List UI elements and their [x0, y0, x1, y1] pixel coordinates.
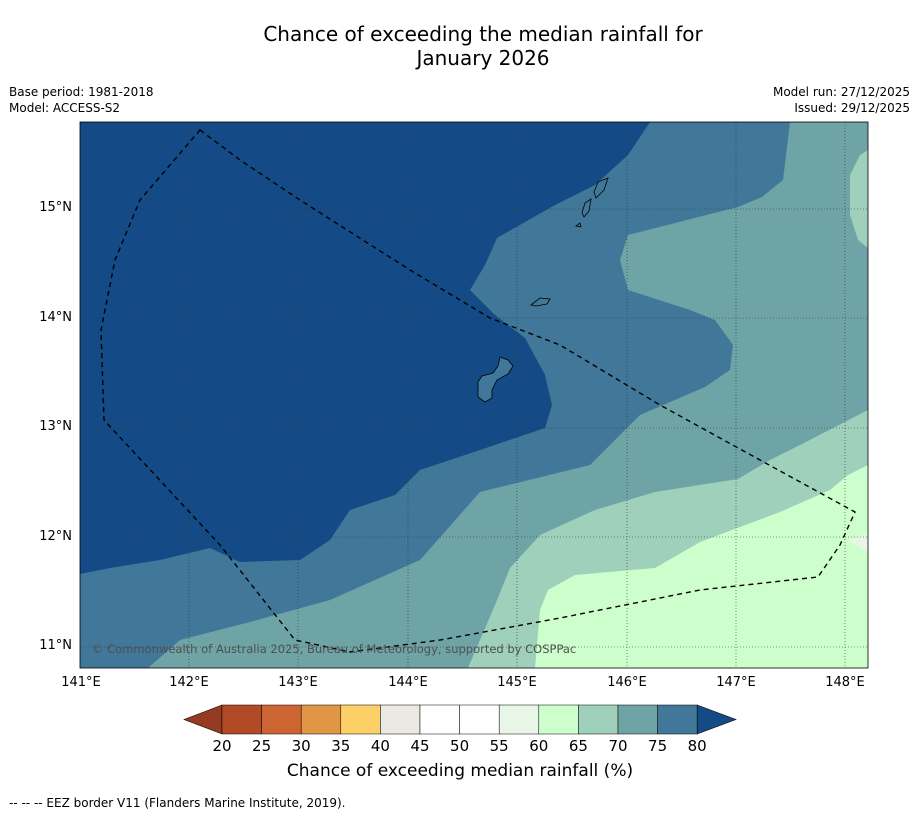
colorbar-swatch [498, 704, 540, 735]
colorbar-swatch [340, 704, 381, 735]
map-frame [79, 121, 869, 669]
colorbar-tick-label: 25 [252, 737, 272, 755]
lon-tick-145e: 145°E [497, 675, 537, 690]
lon-tick-143e: 143°E [278, 675, 318, 690]
colorbar-swatch [578, 704, 619, 735]
lon-tick-144e: 144°E [388, 675, 428, 690]
issued-text: Issued: 29/12/2025 [794, 101, 910, 115]
colorbar-tick-label: 35 [331, 737, 351, 755]
island-saipan [593, 177, 609, 199]
colorbar-tick-label: 50 [450, 737, 470, 755]
eez-legend: -- -- -- EEZ border V11 (Flanders Marine… [9, 796, 346, 810]
lat-tick-15n: 15°N [39, 200, 72, 215]
contour-80-plus [80, 122, 650, 574]
colorbar-tick-label: 65 [568, 737, 588, 755]
colorbar-swatch [261, 704, 302, 735]
colorbar-swatch [538, 704, 579, 735]
lon-tick-147e: 147°E [716, 675, 756, 690]
chart-title-line1: Chance of exceeding the median rainfall … [263, 22, 703, 46]
colorbar-title: Chance of exceeding median rainfall (%) [286, 761, 634, 781]
colorbar-tick-label: 70 [608, 737, 628, 755]
colorbar-tick-label: 60 [529, 737, 549, 755]
model-run-text: Model run: 27/12/2025 [772, 85, 910, 99]
island-guam [477, 356, 514, 403]
chart-title-line2: January 2026 [416, 46, 550, 70]
colorbar-tick-label: 20 [212, 737, 232, 755]
meta-right: Model run: 27/12/2025 Issued: 29/12/2025 [773, 84, 910, 116]
meta-left: Base period: 1981-2018 Model: ACCESS-S2 [9, 84, 154, 116]
map-panel: © Commonwealth of Australia 2025, Bureau… [79, 121, 869, 669]
lon-tick-141e: 141°E [61, 675, 101, 690]
island-aguijan [575, 222, 582, 228]
lat-tick-11n: 11°N [39, 638, 72, 653]
colorbar-swatch [617, 704, 658, 735]
lat-tick-14n: 14°N [39, 310, 72, 325]
colorbar-tick-label: 75 [648, 737, 668, 755]
colorbar-under-triangle [183, 704, 223, 735]
eez-border [100, 129, 856, 653]
colorbar-tick-label: 30 [291, 737, 311, 755]
chart-title: Chance of exceeding the median rainfall … [0, 22, 919, 70]
colorbar-swatch [657, 704, 698, 735]
colorbar [183, 704, 737, 735]
contour-65-70-north [850, 150, 868, 248]
colorbar-swatch [300, 704, 342, 735]
colorbar-over-triangle [696, 704, 737, 735]
lon-tick-148e: 148°E [825, 675, 865, 690]
gridlines [80, 122, 868, 668]
island-tinian [581, 198, 592, 218]
colorbar-swatch [459, 704, 500, 735]
lat-tick-12n: 12°N [39, 529, 72, 544]
colorbar-swatch [419, 704, 460, 735]
copyright-text: © Commonwealth of Australia 2025, Bureau… [92, 642, 576, 656]
colorbar-tick-label: 80 [687, 737, 707, 755]
colorbar-swatch [221, 704, 262, 735]
model-text: Model: ACCESS-S2 [9, 101, 121, 115]
base-period-text: Base period: 1981-2018 [9, 85, 154, 99]
colorbar-tick-label: 40 [370, 737, 390, 755]
lat-tick-13n: 13°N [39, 419, 72, 434]
colorbar-swatch [380, 704, 421, 735]
islands [477, 177, 609, 403]
island-rota [530, 297, 551, 307]
colorbar-tick-label: 45 [410, 737, 430, 755]
contour-60-65 [535, 465, 868, 668]
lon-tick-142e: 142°E [169, 675, 209, 690]
contour-55-60 [848, 533, 868, 552]
lon-tick-146e: 146°E [607, 675, 647, 690]
forecast-contours [80, 122, 868, 668]
colorbar-tick-label: 55 [489, 737, 509, 755]
